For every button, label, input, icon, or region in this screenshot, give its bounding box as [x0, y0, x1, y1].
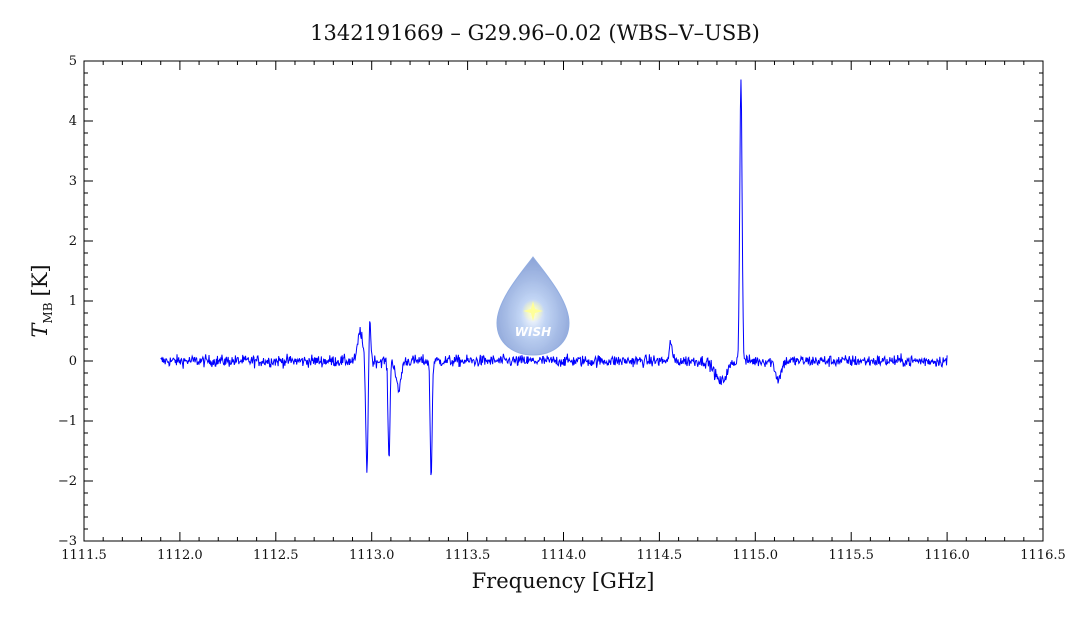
- x-tick-label: 1114.5: [637, 548, 683, 563]
- x-tick-label: 1114.0: [541, 548, 587, 563]
- y-tick-label: 4: [69, 114, 77, 129]
- x-tick-label: 1113.5: [445, 548, 491, 563]
- x-axis-label: Frequency [GHz]: [472, 569, 655, 593]
- chart-title: 1342191669 – G29.96–0.02 (WBS–V–USB): [310, 21, 760, 45]
- x-tick-label: 1112.0: [157, 548, 203, 563]
- y-axis-label-symbol: T: [28, 322, 52, 338]
- y-axis-label: TMB [K]: [28, 264, 55, 337]
- star-icon: [523, 301, 543, 321]
- x-tick-label: 1111.5: [61, 548, 107, 563]
- watermark-text: WISH: [515, 325, 551, 339]
- y-tick-label: 1: [69, 294, 77, 309]
- y-tick-label: 5: [69, 54, 77, 69]
- y-tick-labels: −3 −2 −1 0 1 2 3 4 5: [58, 54, 77, 549]
- y-tick-label: −3: [58, 534, 77, 549]
- wish-watermark: WISH: [496, 256, 570, 356]
- y-tick-label: 3: [69, 174, 77, 189]
- y-tick-label: 2: [69, 234, 77, 249]
- x-tick-label: 1116.5: [1020, 548, 1066, 563]
- y-axis-label-subscript: MB: [41, 302, 55, 323]
- axis-ticks: [83, 60, 1044, 542]
- y-axis-label-unit: [K]: [28, 264, 52, 296]
- x-tick-label: 1115.5: [828, 548, 874, 563]
- y-tick-label: −2: [58, 474, 77, 489]
- x-tick-label: 1116.0: [924, 548, 970, 563]
- x-tick-label: 1115.0: [733, 548, 779, 563]
- y-tick-label: −1: [58, 414, 77, 429]
- x-tick-label: 1112.5: [253, 548, 299, 563]
- y-tick-label: 0: [69, 354, 77, 369]
- x-tick-label: 1113.0: [349, 548, 395, 563]
- spectrum-series-line: [160, 79, 948, 476]
- x-tick-labels: 1111.5 1112.0 1112.5 1113.0 1113.5 1114.0 1114…: [61, 548, 1066, 563]
